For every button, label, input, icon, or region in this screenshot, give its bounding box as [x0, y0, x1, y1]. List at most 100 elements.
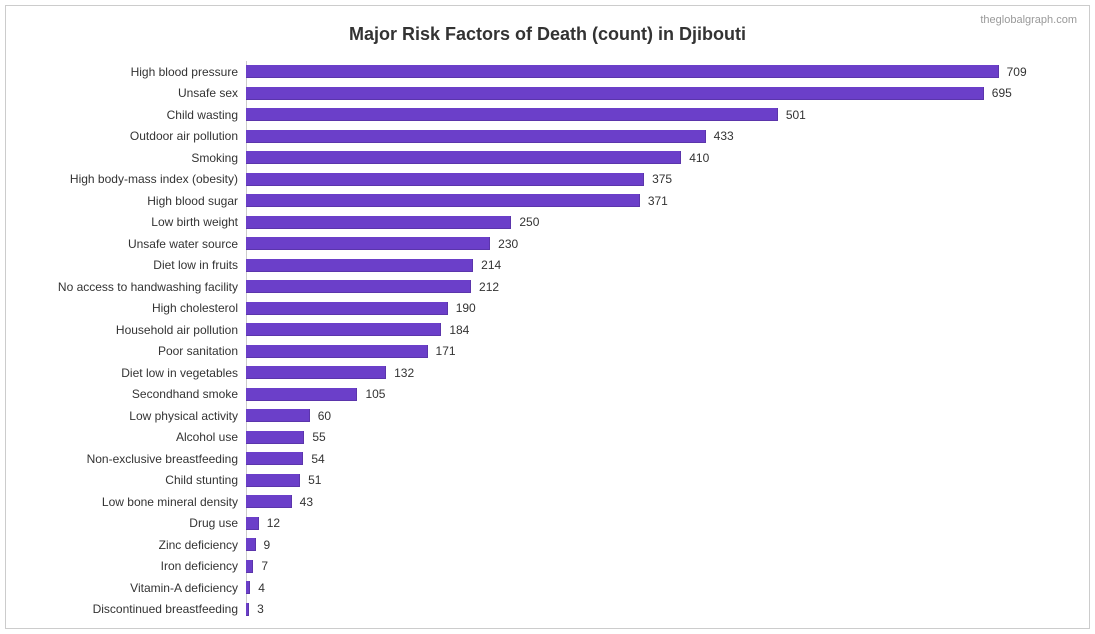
bar-row: No access to handwashing facility 212 [6, 276, 1074, 298]
bar-value: 7 [261, 559, 268, 573]
bar-value: 105 [365, 387, 385, 401]
bar-row: High body-mass index (obesity)375 [6, 169, 1074, 191]
bar-track: 105 [246, 384, 1074, 406]
bar-label: Zinc deficiency [6, 538, 246, 552]
bar-track: 433 [246, 126, 1074, 148]
bar-label: Low bone mineral density [6, 495, 246, 509]
bar-row: Zinc deficiency 9 [6, 534, 1074, 556]
bar-label: Iron deficiency [6, 559, 246, 573]
bar-label: High body-mass index (obesity) [6, 172, 246, 186]
bar-label: Low birth weight [6, 215, 246, 229]
bar-value: 4 [258, 581, 265, 595]
bar [246, 65, 999, 78]
bar-track: 12 [246, 513, 1074, 535]
bar-value: 695 [992, 86, 1012, 100]
bar-label: Child wasting [6, 108, 246, 122]
bar-row: Unsafe water source230 [6, 233, 1074, 255]
bar-row: High cholesterol190 [6, 298, 1074, 320]
bar-row: Low birth weight 250 [6, 212, 1074, 234]
bar-row: Low bone mineral density 43 [6, 491, 1074, 513]
bar-label: Poor sanitation [6, 344, 246, 358]
bar-label: No access to handwashing facility [6, 280, 246, 294]
bar [246, 302, 448, 315]
bar-value: 9 [264, 538, 271, 552]
bar [246, 194, 640, 207]
bar-value: 214 [481, 258, 501, 272]
bar-track: 54 [246, 448, 1074, 470]
bar-track: 132 [246, 362, 1074, 384]
bar-value: 184 [449, 323, 469, 337]
bar-track: 695 [246, 83, 1074, 105]
bar [246, 452, 303, 465]
bars-group: High blood pressure709Unsafe sex695Child… [6, 61, 1074, 620]
bar-label: Outdoor air pollution [6, 129, 246, 143]
bar-label: High cholesterol [6, 301, 246, 315]
bar-label: High blood pressure [6, 65, 246, 79]
bar-label: Discontinued breastfeeding [6, 602, 246, 616]
bar-row: Diet low in fruits 214 [6, 255, 1074, 277]
bar-value: 371 [648, 194, 668, 208]
bar-track: 7 [246, 556, 1074, 578]
bar [246, 581, 250, 594]
bar-value: 55 [312, 430, 325, 444]
bar-row: Drug use12 [6, 513, 1074, 535]
bar-value: 250 [519, 215, 539, 229]
bar-track: 9 [246, 534, 1074, 556]
bar-value: 410 [689, 151, 709, 165]
bar-track: 171 [246, 341, 1074, 363]
bar-row: Unsafe sex 695 [6, 83, 1074, 105]
bar-track: 4 [246, 577, 1074, 599]
bar [246, 517, 259, 530]
bar [246, 495, 292, 508]
bar-track: 410 [246, 147, 1074, 169]
bar-value: 433 [714, 129, 734, 143]
bar-label: Unsafe sex [6, 86, 246, 100]
bar-value: 132 [394, 366, 414, 380]
bar-row: Non-exclusive breastfeeding 54 [6, 448, 1074, 470]
chart-container: theglobalgraph.com Major Risk Factors of… [5, 5, 1090, 629]
bar [246, 409, 310, 422]
bar-value: 212 [479, 280, 499, 294]
bar [246, 323, 441, 336]
bar-track: 3 [246, 599, 1074, 621]
bar-label: Low physical activity [6, 409, 246, 423]
bar-label: Drug use [6, 516, 246, 530]
bar-track: 230 [246, 233, 1074, 255]
bar-row: Alcohol use 55 [6, 427, 1074, 449]
bar-track: 60 [246, 405, 1074, 427]
bar-value: 54 [311, 452, 324, 466]
bar [246, 108, 778, 121]
bar [246, 216, 511, 229]
bar-row: Vitamin-A deficiency4 [6, 577, 1074, 599]
bar-track: 190 [246, 298, 1074, 320]
bar-track: 51 [246, 470, 1074, 492]
bar-track: 709 [246, 61, 1074, 83]
bar-row: Child wasting 501 [6, 104, 1074, 126]
bar-label: Alcohol use [6, 430, 246, 444]
bar [246, 130, 706, 143]
bar-row: High blood sugar 371 [6, 190, 1074, 212]
bar-value: 51 [308, 473, 321, 487]
bar-row: Secondhand smoke105 [6, 384, 1074, 406]
bar-row: High blood pressure709 [6, 61, 1074, 83]
bar-row: Child stunting51 [6, 470, 1074, 492]
bar-track: 184 [246, 319, 1074, 341]
bar-label: Diet low in fruits [6, 258, 246, 272]
bar-label: High blood sugar [6, 194, 246, 208]
bar [246, 280, 471, 293]
bar-value: 43 [300, 495, 313, 509]
bar-label: Non-exclusive breastfeeding [6, 452, 246, 466]
bar-row: Discontinued breastfeeding3 [6, 599, 1074, 621]
bar-value: 501 [786, 108, 806, 122]
bar [246, 366, 386, 379]
bar [246, 538, 256, 551]
watermark: theglobalgraph.com [980, 14, 1077, 26]
bar-label: Diet low in vegetables [6, 366, 246, 380]
bar-track: 501 [246, 104, 1074, 126]
bar-row: Poor sanitation171 [6, 341, 1074, 363]
bar [246, 151, 681, 164]
bar-row: Smoking410 [6, 147, 1074, 169]
bar-track: 371 [246, 190, 1074, 212]
bar [246, 603, 249, 616]
bar-row: Low physical activity60 [6, 405, 1074, 427]
